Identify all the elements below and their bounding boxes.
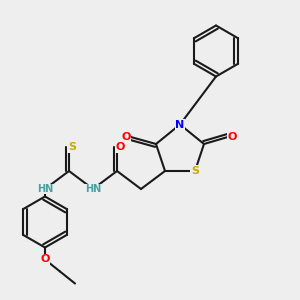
Text: S: S (191, 166, 199, 176)
Text: O: O (228, 131, 237, 142)
Text: O: O (115, 142, 125, 152)
Text: O: O (40, 254, 50, 265)
Text: HN: HN (85, 184, 101, 194)
Text: HN: HN (37, 184, 53, 194)
Text: S: S (68, 142, 76, 152)
Text: N: N (176, 119, 184, 130)
Text: O: O (121, 131, 131, 142)
